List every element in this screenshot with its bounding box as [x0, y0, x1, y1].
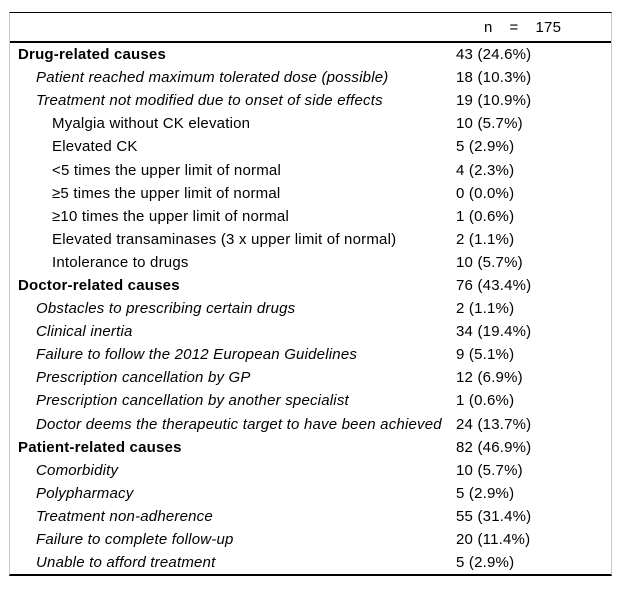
table-row: Failure to complete follow-up 20 (11.4%): [10, 528, 611, 551]
row-value: 82 (46.9%): [456, 438, 532, 456]
row-label: Prescription cancellation by another spe…: [36, 392, 349, 410]
table-row: ≥10 times the upper limit of normal 1 (0.…: [10, 205, 611, 228]
row-label: Patient reached maximum tolerated dose (…: [36, 69, 389, 87]
row-value: 5 (2.9%): [456, 138, 515, 156]
row-label: Obstacles to prescribing certain drugs: [36, 300, 296, 318]
table-row: Treatment not modified due to onset of s…: [10, 89, 611, 112]
row-label: ≥10 times the upper limit of normal: [52, 207, 289, 225]
table-row: Treatment non-adherence 55 (31.4%): [10, 505, 611, 528]
table-row: Elevated CK 5 (2.9%): [10, 135, 611, 158]
table-row: Patient reached maximum tolerated dose (…: [10, 66, 611, 89]
n-value: 175: [535, 18, 562, 36]
table-row: Prescription cancellation by another spe…: [10, 389, 611, 412]
row-label: Elevated transaminases (3 x upper limit …: [52, 230, 397, 248]
row-label: Treatment non-adherence: [36, 507, 213, 525]
table-row: Intolerance to drugs 10 (5.7%): [10, 251, 611, 274]
table-row: Drug-related causes 43 (24.6%): [10, 43, 611, 66]
row-value: 5 (2.9%): [456, 484, 515, 502]
table-row: Myalgia without CK elevation 10 (5.7%): [10, 112, 611, 135]
table-row: Doctor-related causes 76 (43.4%): [10, 274, 611, 297]
row-value: 34 (19.4%): [456, 323, 532, 341]
row-value: 9 (5.1%): [456, 346, 515, 364]
row-value: 20 (11.4%): [456, 531, 531, 549]
row-value: 10 (5.7%): [456, 115, 523, 133]
causes-table: n = 175 Drug-related causes 43 (24.6%) Pat…: [9, 12, 612, 577]
table-header-row: n = 175: [10, 13, 611, 43]
row-label: Prescription cancellation by GP: [36, 369, 251, 387]
n-label: n: [484, 18, 493, 36]
row-label: ≥5 times the upper limit of normal: [52, 184, 281, 202]
row-value: 4 (2.3%): [456, 161, 515, 179]
row-value: 1 (0.6%): [456, 392, 515, 410]
row-value: 2 (1.1%): [456, 300, 515, 318]
row-label: Intolerance to drugs: [52, 253, 189, 271]
row-label: Failure to follow the 2012 European Guid…: [36, 346, 358, 364]
table-row: Unable to afford treatment 5 (2.9%): [10, 551, 611, 574]
row-label: Elevated CK: [52, 138, 138, 156]
row-value: 24 (13.7%): [456, 415, 532, 433]
row-value: 12 (6.9%): [456, 369, 523, 387]
table-row: Prescription cancellation by GP 12 (6.9%): [10, 366, 611, 389]
row-value: 43 (24.6%): [456, 46, 532, 64]
table-row: Clinical inertia 34 (19.4%): [10, 320, 611, 343]
table-row: Patient-related causes 82 (46.9%): [10, 436, 611, 459]
equals-sign: =: [509, 18, 519, 36]
table-body: Drug-related causes 43 (24.6%) Patient rea…: [10, 43, 611, 574]
row-value: 0 (0.0%): [456, 184, 515, 202]
row-label: Unable to afford treatment: [36, 554, 216, 572]
row-label: Clinical inertia: [36, 323, 133, 341]
row-value: 10 (5.7%): [456, 253, 523, 271]
row-label: Comorbidity: [36, 461, 119, 479]
row-value: 1 (0.6%): [456, 207, 515, 225]
row-value: 2 (1.1%): [456, 230, 515, 248]
row-label: <5 times the upper limit of normal: [52, 161, 281, 179]
row-value: 55 (31.4%): [456, 507, 532, 525]
table-row: Failure to follow the 2012 European Guid…: [10, 343, 611, 366]
row-value: 5 (2.9%): [456, 554, 515, 572]
row-label: Doctor-related causes: [18, 276, 180, 294]
row-label: Polypharmacy: [36, 484, 134, 502]
row-label: Doctor deems the therapeutic target to h…: [36, 415, 442, 433]
row-value: 10 (5.7%): [456, 461, 523, 479]
table-row: Doctor deems the therapeutic target to h…: [10, 413, 611, 436]
table-row: Elevated transaminases (3 x upper limit …: [10, 228, 611, 251]
table-row: Comorbidity 10 (5.7%): [10, 459, 611, 482]
row-label: Treatment not modified due to onset of s…: [36, 92, 383, 110]
row-label: Failure to complete follow-up: [36, 531, 234, 549]
row-value: 18 (10.3%): [456, 69, 532, 87]
row-value: 19 (10.9%): [456, 92, 532, 110]
table-row: ≥5 times the upper limit of normal 0 (0.0…: [10, 182, 611, 205]
table-row: Obstacles to prescribing certain drugs 2 …: [10, 297, 611, 320]
row-value: 76 (43.4%): [456, 276, 532, 294]
row-label: Patient-related causes: [18, 438, 182, 456]
row-label: Myalgia without CK elevation: [52, 115, 251, 133]
table-row: <5 times the upper limit of normal 4 (2.3…: [10, 158, 611, 181]
table-row: Polypharmacy 5 (2.9%): [10, 482, 611, 505]
row-label: Drug-related causes: [18, 46, 167, 64]
